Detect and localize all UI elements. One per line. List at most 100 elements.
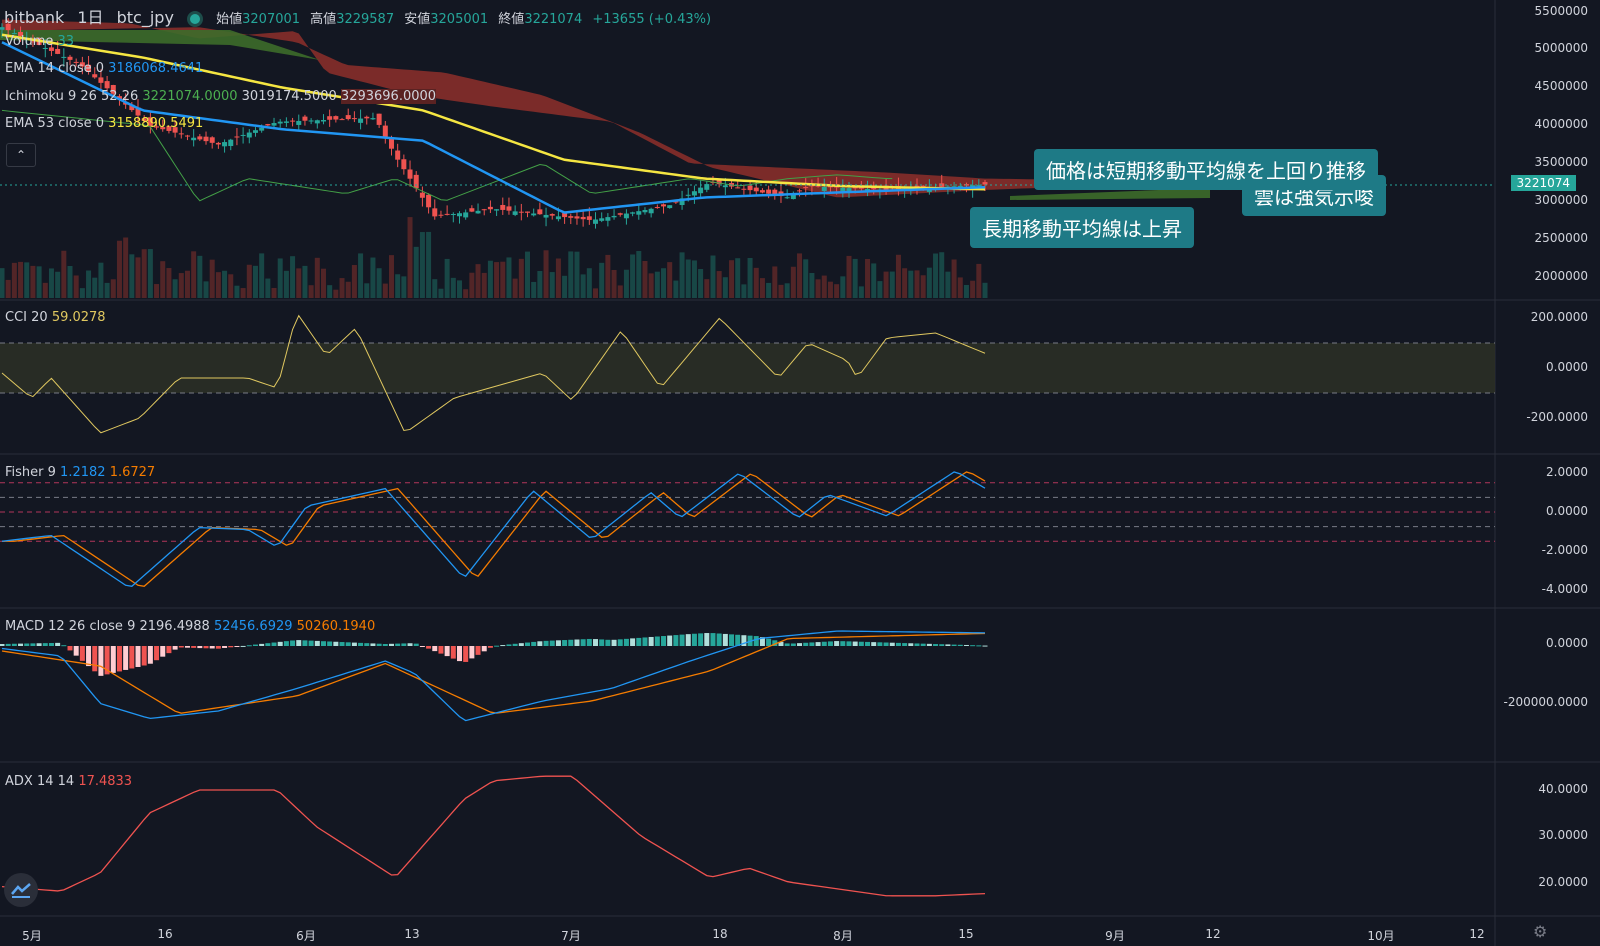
exchange-name[interactable]: bitbank [4, 8, 65, 27]
price-axis-tick: 5500000 [1534, 4, 1588, 18]
volume-bar [98, 262, 104, 298]
volume-bar [716, 271, 722, 298]
volume-bar [283, 270, 289, 298]
interval-label[interactable]: 1日 [77, 8, 104, 27]
volume-bar [481, 272, 487, 298]
candle-body [339, 119, 345, 121]
volume-bar [661, 268, 667, 298]
macd-histogram-bar [444, 646, 450, 657]
macd-histogram-bar [555, 640, 561, 646]
legend-cci[interactable]: CCI 20 59.0278 [5, 310, 106, 326]
close-label: 終値 [498, 12, 525, 27]
macd-histogram-bar [92, 646, 98, 672]
volume-bar [86, 270, 92, 298]
macd-histogram-bar [883, 642, 889, 646]
ichimoku-value-2: 3019174.5000 [241, 89, 337, 104]
collapse-legend-button[interactable]: ⌃ [6, 143, 36, 167]
candle-body [172, 127, 178, 133]
legend-ema14[interactable]: EMA 14 close 0 3186068.4641 [5, 61, 203, 77]
candle-body [599, 218, 605, 221]
volume-bar [426, 231, 432, 298]
settings-gear-icon[interactable]: ⚙ [1533, 922, 1548, 941]
legend-fisher[interactable]: Fisher 9 1.2182 1.6727 [5, 465, 155, 481]
macd-histogram-bar [358, 642, 364, 646]
macd-histogram-bar [376, 643, 382, 646]
macd-histogram-bar [766, 638, 772, 646]
volume-bar [339, 278, 345, 298]
macd-histogram-bar [531, 641, 537, 646]
macd-histogram-bar [704, 633, 710, 646]
candle-body [679, 198, 685, 206]
volume-bar [178, 273, 184, 298]
volume-bar [747, 257, 753, 298]
candle-body [525, 211, 531, 213]
volume-bar [413, 246, 419, 298]
candle-body [314, 120, 320, 124]
macd-histogram-bar [512, 643, 518, 646]
status-dot-icon [187, 10, 204, 27]
candle-body [407, 169, 413, 179]
candle-body [611, 215, 617, 218]
annotation-long-ma[interactable]: 長期移動平均線は上昇 [970, 207, 1194, 248]
volume-bar [939, 252, 945, 298]
legend-adx[interactable]: ADX 14 14 17.4833 [5, 774, 132, 790]
symbol-name[interactable]: btc_jpy [116, 8, 174, 27]
ema14-label: EMA 14 close 0 [5, 61, 105, 76]
macd-histogram-bar [673, 635, 679, 646]
macd-histogram-bar [784, 643, 790, 646]
volume-bar [574, 251, 580, 298]
candle-body [827, 186, 833, 188]
volume-bar [790, 266, 796, 298]
time-axis-tick: 15 [958, 927, 974, 941]
macd-histogram-bar [593, 639, 599, 646]
macd-histogram-bar [172, 646, 178, 650]
candle-body [685, 194, 691, 196]
candle-body [376, 113, 382, 125]
candle-body [116, 96, 122, 100]
time-axis-tick: 16 [157, 927, 173, 941]
volume-bar [531, 281, 537, 298]
macd-histogram-bar [963, 644, 969, 646]
legend-volume[interactable]: Volume 33 [5, 34, 74, 50]
macd-histogram-bar [939, 644, 945, 646]
candle-body [951, 186, 957, 188]
macd-histogram-bar [537, 641, 543, 646]
ohlc-values: 始値3207001 高値3229587 安値3205001 終値3221074 … [216, 12, 717, 27]
volume-bar [203, 281, 209, 298]
legend-macd[interactable]: MACD 12 26 close 9 2196.4988 52456.6929 … [5, 619, 375, 635]
macd-histogram-bar [271, 642, 277, 646]
macd-histogram-bar [623, 638, 629, 646]
candle-body [426, 194, 432, 208]
volume-bar [110, 279, 116, 298]
volume-bar [976, 263, 982, 298]
fisher-value-2: 1.6727 [109, 465, 156, 480]
candle-body [716, 179, 722, 185]
volume-bar [222, 270, 228, 298]
tradingview-logo[interactable] [4, 873, 38, 907]
legend-ema53[interactable]: EMA 53 close 0 3158890.5491 [5, 116, 203, 132]
volume-bar [0, 268, 5, 298]
volume-value: 33 [57, 34, 75, 49]
macd-histogram-bar [320, 641, 326, 646]
volume-bar [302, 265, 308, 298]
volume-bar [772, 266, 778, 298]
volume-bar [623, 269, 629, 298]
macd-histogram-bar [716, 633, 722, 646]
price-axis-tick: 2000000 [1534, 269, 1588, 283]
volume-bar [827, 281, 833, 298]
macd-histogram-bar [73, 646, 79, 656]
candle-body [691, 191, 697, 196]
volume-bar [494, 262, 500, 298]
candle-body [852, 186, 858, 189]
macd-histogram-bar [902, 643, 908, 646]
annotation-short-ma[interactable]: 価格は短期移動平均線を上回り推移 [1034, 149, 1378, 190]
candle-body [475, 210, 481, 214]
volume-bar [580, 274, 586, 298]
candle-body [821, 186, 827, 191]
macd-histogram-bar [61, 645, 67, 647]
legend-ichimoku[interactable]: Ichimoku 9 26 52 26 3221074.0000 3019174… [5, 89, 437, 105]
volume-bar [469, 272, 475, 298]
cci-value: 59.0278 [51, 310, 106, 325]
volume-bar [809, 272, 815, 298]
